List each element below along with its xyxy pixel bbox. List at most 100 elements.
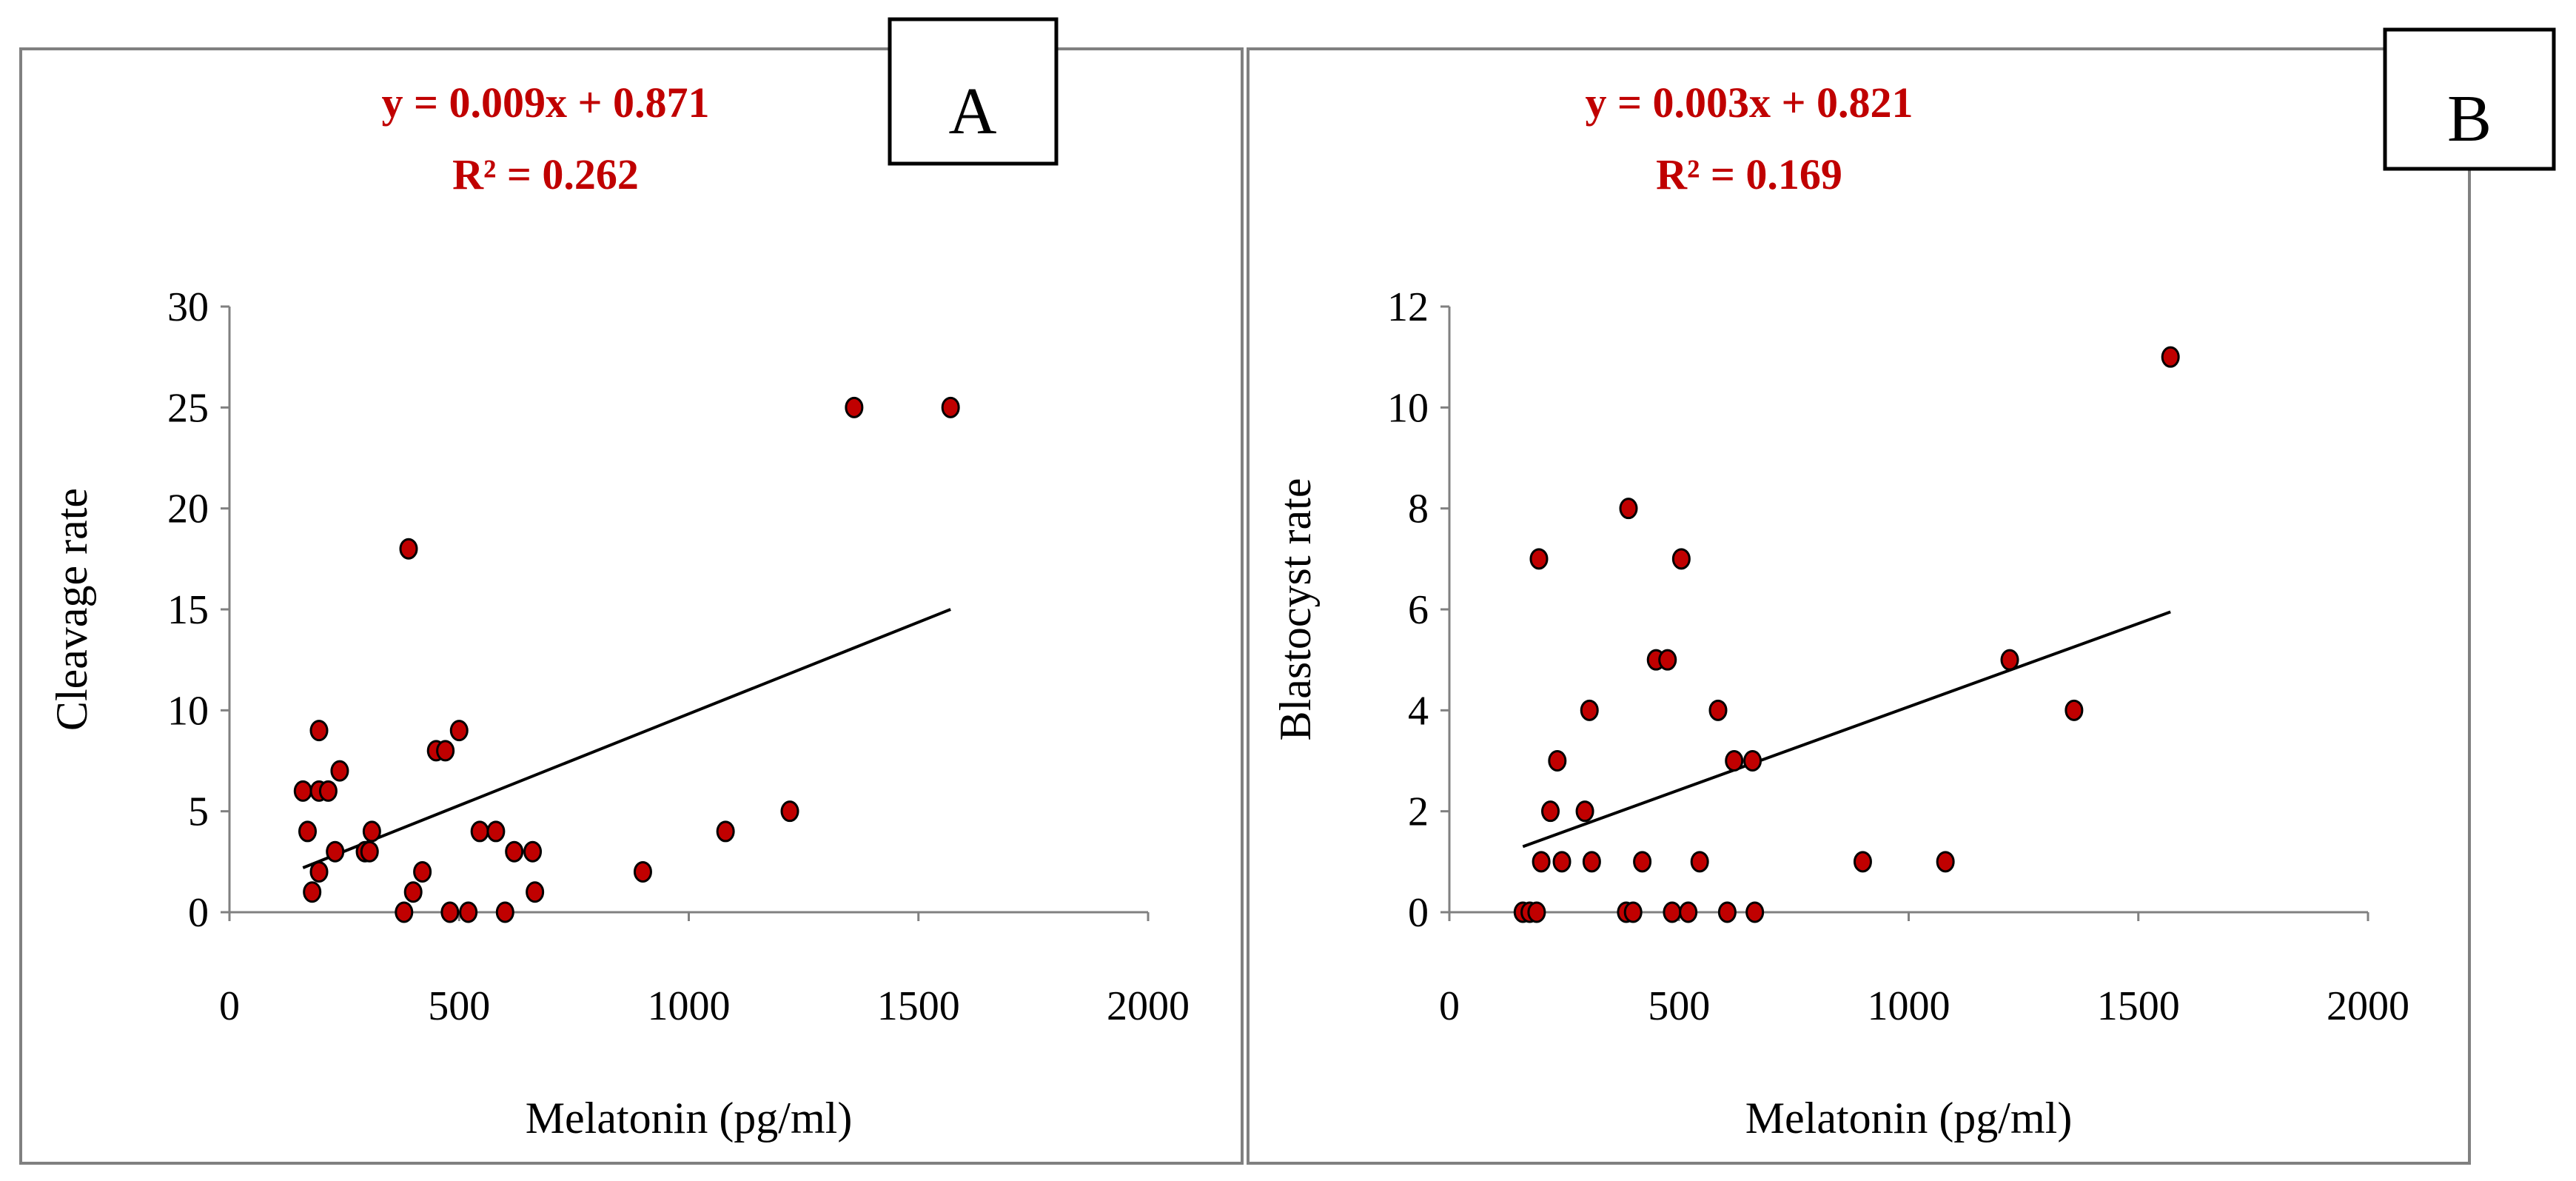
- panel-a-data-point: [309, 720, 329, 742]
- panel-a-data-point: [293, 780, 312, 802]
- panel-b-frame: [1247, 47, 2471, 1165]
- panel-a: y = 0.009x + 0.871 R² = 0.262 A 0 5 10 15 20…: [19, 17, 1244, 1165]
- panel-b-data-point: [2065, 699, 2084, 721]
- panel-a-x-axis-title: Melatonin (pg/ml): [526, 1094, 853, 1142]
- panel-a-data-point: [505, 840, 524, 863]
- panel-b-trendline: [1522, 610, 2171, 849]
- panel-b-x-tick-label: 0: [1439, 983, 1460, 1029]
- panel-b-data-point: [1619, 498, 1638, 520]
- panel-b-y-tick-label: 4: [1408, 688, 1429, 734]
- panel-b-y-tick-label: 8: [1408, 486, 1429, 532]
- panel-a-label: A: [949, 75, 997, 148]
- panel-b-data-point: [1580, 699, 1599, 721]
- panel-a-y-tick-label: 5: [188, 789, 209, 835]
- panel-b-data-point: [1690, 851, 1709, 873]
- panel-b-label: B: [2447, 82, 2492, 155]
- panel-a-data-point: [413, 860, 432, 883]
- panel-b-plot: 0 2 4 6 8 10 12 0 500 1000 1500 2000 Melatonin (pg/m…: [1271, 284, 2409, 1142]
- panel-a-y-tick-label: 25: [167, 385, 209, 431]
- panel-a-data-point: [326, 840, 345, 863]
- panel-b-data-point: [1853, 851, 1872, 873]
- panel-b-data-point: [2161, 346, 2180, 368]
- panel-a-y-tick-label: 30: [167, 284, 209, 330]
- panel-a-data-point: [486, 820, 506, 843]
- panel-b-data-point: [1743, 750, 1762, 772]
- panel-a-data-point: [495, 901, 514, 923]
- panel-b-data-point: [1532, 851, 1551, 873]
- panel-b-data-point: [1708, 699, 1728, 721]
- panel-a-data-point: [309, 860, 329, 883]
- panel-a-data-point: [845, 396, 864, 418]
- panel-a-y-tick-label: 15: [167, 587, 209, 633]
- panel-b-data-point: [1582, 851, 1601, 873]
- panel-a-label-box: [888, 17, 1059, 166]
- panel-b-y-tick-label: 6: [1408, 587, 1429, 633]
- panel-a-r-squared: R² = 0.262: [452, 150, 639, 198]
- panel-b-data-point: [1623, 901, 1643, 923]
- panel-a-data-point: [470, 820, 489, 843]
- panel-a-data-point: [318, 780, 338, 802]
- panel-a-equation: y = 0.009x + 0.871: [381, 78, 709, 127]
- panel-a-data-point: [395, 901, 414, 923]
- panel-a-x-tick-label: 1500: [877, 983, 960, 1029]
- panel-a-data-point: [633, 860, 652, 883]
- panel-b-data-point: [1552, 851, 1572, 873]
- panel-a-data-point: [403, 881, 423, 903]
- panel-b-data-point: [1745, 901, 1765, 923]
- panel-a-data-point: [941, 396, 960, 418]
- panel-a-data-point: [449, 720, 469, 742]
- panel-b-data-point: [2000, 649, 2019, 671]
- panel-b-data-point: [1541, 800, 1560, 823]
- panel-b-r-squared: R² = 0.169: [1656, 150, 1842, 198]
- panel-a-data-point: [716, 820, 735, 843]
- panel-b-y-tick-label: 0: [1408, 890, 1429, 936]
- panel-b: y = 0.003x + 0.821 R² = 0.169 B 0 2 4 6 8 10 1…: [1247, 27, 2556, 1165]
- panel-a-data-point: [330, 760, 349, 782]
- panel-b-equation: y = 0.003x + 0.821: [1585, 78, 1913, 127]
- panel-b-data-point: [1725, 750, 1744, 772]
- panel-b-data-point: [1663, 901, 1682, 923]
- panel-a-plot: 0 5 10 15 20 25 30 0 500 1000 1500 2000 Melatonin (p…: [47, 284, 1190, 1142]
- panel-a-data-point: [399, 538, 418, 560]
- panel-a-data-point: [780, 800, 799, 823]
- panel-b-data-point: [1529, 548, 1549, 570]
- panel-b-x-axis-title: Melatonin (pg/ml): [1745, 1094, 2073, 1142]
- panel-a-data-point: [360, 840, 379, 863]
- panel-b-data-point: [1527, 901, 1546, 923]
- panel-b-label-box: [2383, 27, 2556, 171]
- panel-a-data-point: [303, 881, 322, 903]
- panel-a-y-tick-label: 0: [188, 890, 209, 936]
- panel-a-data-point: [523, 840, 543, 863]
- panel-b-data-point: [1575, 800, 1594, 823]
- panel-b-y-tick-label: 12: [1387, 284, 1429, 330]
- panel-a-data-point: [362, 820, 381, 843]
- panel-b-y-axis-title: Blastocyst rate: [1271, 478, 1320, 741]
- panel-a-data-point: [459, 901, 478, 923]
- panel-b-x-tick-label: 1000: [1868, 983, 1951, 1029]
- panel-a-trendline: [302, 608, 951, 869]
- panel-a-frame: [19, 47, 1244, 1165]
- panel-a-x-tick-label: 500: [428, 983, 490, 1029]
- panel-a-data-point: [436, 740, 455, 762]
- panel-b-x-tick-label: 1500: [2097, 983, 2180, 1029]
- panel-a-y-tick-label: 20: [167, 486, 209, 532]
- panel-a-data-point: [298, 820, 317, 843]
- panel-a-y-tick-label: 10: [167, 688, 209, 734]
- panel-b-data-point: [1671, 548, 1691, 570]
- panel-a-data-point: [440, 901, 460, 923]
- panel-b-data-point: [1633, 851, 1652, 873]
- panel-b-data-point: [1936, 851, 1955, 873]
- panel-a-x-tick-label: 1000: [648, 983, 731, 1029]
- panel-b-data-point: [1548, 750, 1567, 772]
- panel-b-y-tick-label: 10: [1387, 385, 1429, 431]
- panel-b-data-point: [1679, 901, 1698, 923]
- panel-b-x-tick-label: 2000: [2327, 983, 2409, 1029]
- panel-a-data-point: [526, 881, 545, 903]
- panel-b-x-tick-label: 500: [1648, 983, 1710, 1029]
- panel-a-x-tick-label: 0: [219, 983, 240, 1029]
- panel-b-y-tick-label: 2: [1408, 789, 1429, 835]
- panel-b-data-point: [1658, 649, 1677, 671]
- panel-a-x-tick-label: 2000: [1107, 983, 1190, 1029]
- panel-b-data-point: [1717, 901, 1737, 923]
